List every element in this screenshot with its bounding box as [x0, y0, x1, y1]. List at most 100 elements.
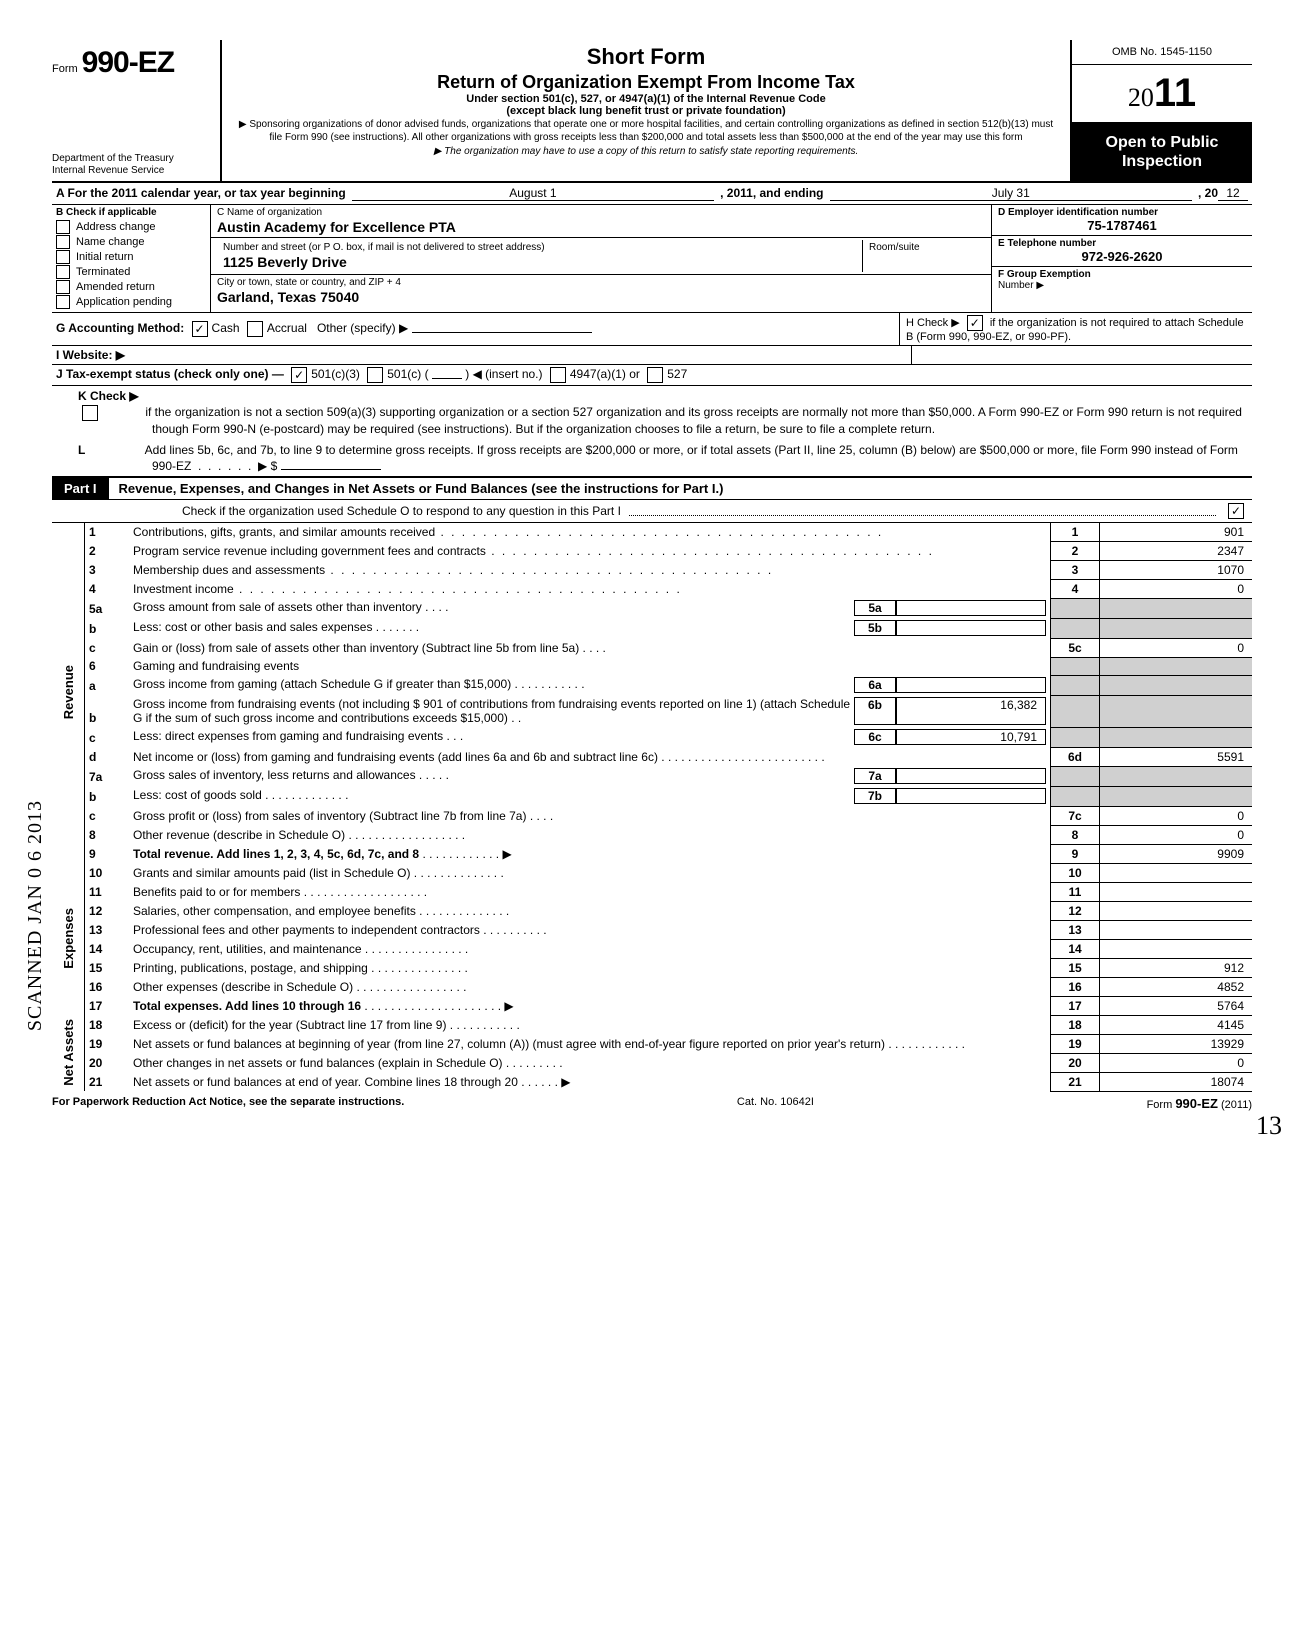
street-label: Number and street (or P O. box, if mail …: [223, 242, 856, 253]
row-num: 1: [85, 523, 130, 542]
col-num: 10: [1051, 863, 1100, 882]
schedule-o-text: Check if the organization used Schedule …: [182, 504, 621, 518]
under-section: Under section 501(c), 527, or 4947(a)(1)…: [234, 93, 1058, 105]
checkbox-accrual[interactable]: [247, 321, 263, 337]
mini-num: 7a: [854, 768, 896, 784]
room-suite-label: Room/suite: [863, 240, 985, 272]
col-val: 4852: [1100, 977, 1253, 996]
line-l: L Add lines 5b, 6c, and 7b, to line 9 to…: [52, 440, 1252, 476]
year-prefix: 20: [1128, 83, 1154, 112]
checkbox-501c3[interactable]: ✓: [291, 367, 307, 383]
row-num: 12: [85, 901, 130, 920]
527-label: 527: [667, 368, 687, 382]
row-desc: Total revenue. Add lines 1, 2, 3, 4, 5c,…: [133, 847, 419, 861]
section-b-title: B Check if applicable: [56, 207, 206, 218]
col-val: 0: [1100, 806, 1253, 825]
omb-number: OMB No. 1545-1150: [1072, 40, 1252, 65]
row-desc: Occupancy, rent, utilities, and maintena…: [133, 942, 362, 956]
chk-label: Application pending: [76, 296, 172, 308]
row-num: 19: [85, 1034, 130, 1053]
col-val: 2347: [1100, 541, 1253, 560]
section-b: B Check if applicable Address change Nam…: [52, 205, 211, 312]
line-l-label: L: [78, 442, 142, 458]
accrual-label: Accrual: [267, 322, 307, 336]
netassets-side-label: Net Assets: [61, 1019, 76, 1086]
checkbox-cash[interactable]: ✓: [192, 321, 208, 337]
row-desc: Professional fees and other payments to …: [133, 923, 480, 937]
row-num: 9: [85, 844, 130, 863]
line-k-text: if the organization is not a section 509…: [145, 406, 1242, 437]
col-val-shade: [1100, 598, 1253, 618]
short-form-title: Short Form: [234, 44, 1058, 70]
col-num: 12: [1051, 901, 1100, 920]
mini-val: [896, 677, 1046, 693]
checkbox-527[interactable]: [647, 367, 663, 383]
checkbox-schedule-b[interactable]: ✓: [967, 315, 983, 331]
checkbox-terminated[interactable]: [56, 265, 70, 279]
col-val: [1100, 920, 1253, 939]
line-j: J Tax-exempt status (check only one) — ✓…: [52, 365, 1252, 386]
checkbox-amended[interactable]: [56, 280, 70, 294]
row-num: 16: [85, 977, 130, 996]
col-val: [1100, 863, 1253, 882]
paperwork-notice: For Paperwork Reduction Act Notice, see …: [52, 1096, 404, 1111]
checkbox-4947[interactable]: [550, 367, 566, 383]
line-a-prefix: A For the 2011 calendar year, or tax yea…: [56, 186, 346, 200]
col-num: 1: [1051, 523, 1100, 542]
form-header: Form 990-EZ Department of the Treasury I…: [52, 40, 1252, 183]
row-num: 3: [85, 560, 130, 579]
mini-num: 6c: [854, 729, 896, 745]
part-1-title: Revenue, Expenses, and Changes in Net As…: [109, 481, 1252, 496]
col-num: 4: [1051, 579, 1100, 598]
col-num: 21: [1051, 1072, 1100, 1091]
row-num: c: [85, 727, 130, 747]
chk-label: Terminated: [76, 266, 130, 278]
insert-no: ) ◀ (insert no.): [465, 368, 542, 382]
col-num: 6d: [1051, 747, 1100, 766]
header-left: Form 990-EZ Department of the Treasury I…: [52, 40, 222, 181]
checkbox-app-pending[interactable]: [56, 295, 70, 309]
section-c: C Name of organization Austin Academy fo…: [211, 205, 992, 312]
row-num: b: [85, 695, 130, 727]
handwritten-page-number: 13: [1256, 1111, 1282, 1141]
section-def: D Employer identification number 75-1787…: [992, 205, 1252, 312]
checkbox-address-change[interactable]: [56, 220, 70, 234]
row-num: b: [85, 786, 130, 806]
4947-label: 4947(a)(1) or: [570, 368, 640, 382]
row-num: a: [85, 675, 130, 695]
line-a-suffix: , 20: [1198, 186, 1218, 200]
col-num: 20: [1051, 1053, 1100, 1072]
col-val: 0: [1100, 1053, 1253, 1072]
other-specify: Other (specify) ▶: [317, 322, 408, 336]
row-num: 6: [85, 657, 130, 675]
row-num: 15: [85, 958, 130, 977]
col-num-shade: [1051, 598, 1100, 618]
col-val: 9909: [1100, 844, 1253, 863]
phone-label: E Telephone number: [998, 238, 1246, 249]
checkbox-501c[interactable]: [367, 367, 383, 383]
checkbox-initial-return[interactable]: [56, 250, 70, 264]
row-desc: Net assets or fund balances at end of ye…: [133, 1075, 518, 1089]
part-1-header: Part I Revenue, Expenses, and Changes in…: [52, 476, 1252, 500]
chk-label: Amended return: [76, 281, 155, 293]
schedule-o-check-row: Check if the organization used Schedule …: [52, 500, 1252, 523]
row-desc: Less: cost or other basis and sales expe…: [133, 620, 372, 634]
state-note: The organization may have to use a copy …: [234, 146, 1058, 159]
row-desc: Net assets or fund balances at beginning…: [133, 1037, 885, 1051]
line-a-tax-year: A For the 2011 calendar year, or tax yea…: [52, 183, 1252, 205]
checkbox-schedule-o[interactable]: ✓: [1228, 503, 1244, 519]
expenses-side-label: Expenses: [61, 908, 76, 969]
part-1-table: Revenue 1 Contributions, gifts, grants, …: [52, 523, 1252, 1092]
row-desc: Investment income: [133, 582, 234, 596]
mini-val: [896, 600, 1046, 616]
row-num: c: [85, 638, 130, 657]
row-num: 11: [85, 882, 130, 901]
col-num: 16: [1051, 977, 1100, 996]
row-desc: Program service revenue including govern…: [133, 544, 486, 558]
ein-value: 75-1787461: [998, 218, 1246, 233]
checkbox-name-change[interactable]: [56, 235, 70, 249]
checkbox-k[interactable]: [82, 405, 98, 421]
501c-label: 501(c) (: [387, 368, 428, 382]
form-label: Form: [52, 63, 78, 75]
org-name: Austin Academy for Excellence PTA: [217, 219, 985, 235]
